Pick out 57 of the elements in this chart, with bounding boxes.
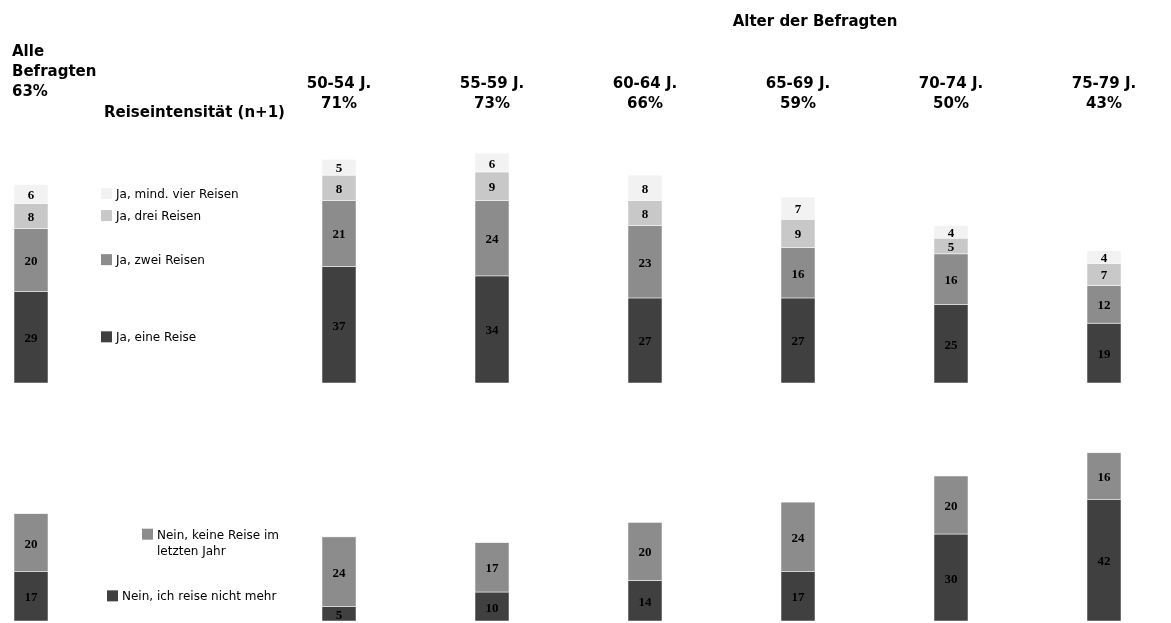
data-label: 17 xyxy=(24,589,38,605)
data-label: 20 xyxy=(24,253,38,269)
data-label: 14 xyxy=(638,593,652,609)
legend-label: Nein, keine Reise im letzten Jahr xyxy=(157,527,279,558)
data-label: 4 xyxy=(1100,250,1108,265)
data-label: 8 xyxy=(27,209,35,225)
data-label: 16 xyxy=(1097,469,1111,484)
data-label: 27 xyxy=(791,333,805,349)
legend-label: Ja, zwei Reisen xyxy=(115,253,205,268)
data-label: 6 xyxy=(27,187,35,202)
x-tick-label: 75-79 J. 43% xyxy=(1071,74,1137,112)
legend-title: Reiseintensität (n+1) xyxy=(104,103,285,121)
data-label: 7 xyxy=(1100,267,1108,283)
data-label: 5 xyxy=(335,606,343,622)
data-label: 24 xyxy=(791,529,805,545)
data-label: 30 xyxy=(944,570,958,586)
legend-label: Ja, drei Reisen xyxy=(115,209,202,224)
data-label: 16 xyxy=(791,265,805,281)
data-label: 29 xyxy=(24,330,38,346)
data-label: 5 xyxy=(335,160,343,176)
data-label: 42 xyxy=(1097,553,1111,569)
data-label: 10 xyxy=(485,599,499,615)
data-label: 7 xyxy=(794,201,802,217)
data-label: 17 xyxy=(485,560,499,576)
x-tick-label: 50-54 J. 71% xyxy=(306,74,372,112)
data-label: 9 xyxy=(794,226,802,242)
data-label: 8 xyxy=(335,180,343,196)
data-label: 4 xyxy=(947,224,955,240)
data-label: 5 xyxy=(947,238,955,254)
data-label: 8 xyxy=(641,205,649,221)
data-label: 20 xyxy=(24,535,38,551)
data-label: 25 xyxy=(944,336,958,352)
legend-label: Ja, eine Reise xyxy=(115,330,197,345)
data-label: 20 xyxy=(944,498,958,513)
x-tick-label: Alle Befragten 63% xyxy=(12,42,97,100)
data-label: 6 xyxy=(488,155,496,171)
legend-label: Nein, ich reise nicht mehr xyxy=(122,589,277,604)
x-tick-label: 65-69 J. 59% xyxy=(765,74,831,112)
legend-label: Ja, mind. vier Reisen xyxy=(115,187,239,201)
data-label: 12 xyxy=(1097,297,1111,313)
data-label: 23 xyxy=(638,254,652,270)
x-tick-label: 55-59 J. 73% xyxy=(459,74,525,112)
data-label: 24 xyxy=(485,231,499,247)
data-label: 16 xyxy=(944,272,958,288)
x-tick-label: 70-74 J. 50% xyxy=(918,74,984,112)
chart-title: Alter der Befragten xyxy=(732,12,898,30)
data-label: 37 xyxy=(332,317,346,333)
data-label: 17 xyxy=(791,589,805,605)
data-label: 9 xyxy=(488,179,496,195)
data-label: 19 xyxy=(1097,346,1111,362)
data-label: 27 xyxy=(638,333,652,349)
data-label: 20 xyxy=(638,544,652,560)
data-label: 24 xyxy=(332,564,346,580)
data-label: 8 xyxy=(641,180,649,196)
data-label: 21 xyxy=(332,226,346,242)
data-label: 34 xyxy=(485,322,499,338)
x-tick-label: 60-64 J. 66% xyxy=(612,74,678,112)
